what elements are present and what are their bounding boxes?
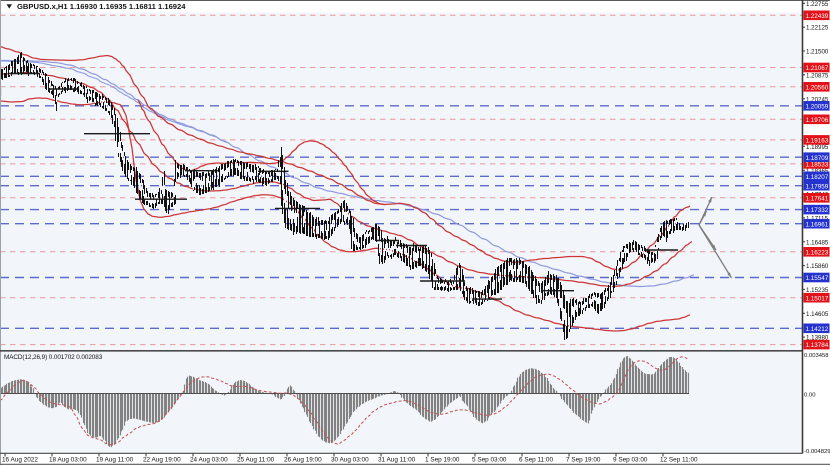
svg-text:1.18709: 1.18709	[806, 155, 829, 162]
svg-text:1.15547: 1.15547	[806, 275, 829, 282]
svg-text:1.15017: 1.15017	[806, 295, 829, 302]
svg-text:1.22755: 1.22755	[806, 1, 829, 8]
svg-text:-0.004829: -0.004829	[804, 449, 830, 455]
svg-text:1.13980: 1.13980	[806, 335, 829, 342]
svg-text:1.19706: 1.19706	[806, 117, 829, 124]
svg-text:1.18533: 1.18533	[806, 162, 829, 169]
svg-text:1.17641: 1.17641	[806, 195, 829, 202]
svg-text:26 Aug 19:00: 26 Aug 19:00	[284, 457, 322, 464]
svg-text:1.19163: 1.19163	[806, 138, 829, 145]
svg-text:1.16961: 1.16961	[806, 221, 829, 228]
svg-text:1.22439: 1.22439	[806, 13, 829, 20]
svg-text:1.13784: 1.13784	[806, 342, 829, 349]
svg-text:1.15860: 1.15860	[806, 263, 829, 270]
svg-text:1.20245: 1.20245	[806, 96, 829, 103]
svg-text:1 Sep 19:00: 1 Sep 19:00	[425, 457, 460, 464]
svg-text:1.16223: 1.16223	[806, 249, 829, 256]
svg-text:0.00: 0.00	[804, 392, 816, 398]
svg-text:12 Sep 11:00: 12 Sep 11:00	[660, 457, 698, 464]
svg-text:1.15235: 1.15235	[806, 287, 829, 294]
svg-text:16 Aug 2022: 16 Aug 2022	[2, 457, 38, 464]
svg-text:9 Sep 03:00: 9 Sep 03:00	[613, 457, 648, 464]
svg-text:22 Aug 19:00: 22 Aug 19:00	[143, 457, 181, 464]
svg-text:1.17959: 1.17959	[806, 183, 829, 190]
svg-text:24 Aug 03:00: 24 Aug 03:00	[190, 457, 228, 464]
svg-text:1.14212: 1.14212	[806, 326, 829, 333]
svg-text:0.003458: 0.003458	[804, 353, 829, 359]
svg-text:1.14605: 1.14605	[806, 311, 829, 318]
svg-text:30 Aug 03:00: 30 Aug 03:00	[331, 457, 369, 464]
svg-text:1.21067: 1.21067	[806, 65, 829, 72]
svg-text:MACD(12,26,9) 0.001702 0.00208: MACD(12,26,9) 0.001702 0.002083	[4, 354, 103, 361]
svg-text:18 Aug 03:00: 18 Aug 03:00	[49, 457, 87, 464]
svg-text:1.17115: 1.17115	[806, 215, 828, 222]
svg-text:1.18207: 1.18207	[806, 174, 829, 181]
svg-text:1.20059: 1.20059	[806, 103, 829, 110]
svg-text:1.20560: 1.20560	[806, 84, 829, 91]
svg-text:1.22125: 1.22125	[806, 25, 829, 32]
svg-text:1.21500: 1.21500	[806, 49, 829, 56]
svg-text:1.18995: 1.18995	[806, 144, 829, 151]
svg-text:31 Aug 11:00: 31 Aug 11:00	[378, 457, 416, 464]
svg-text:5 Sep 03:00: 5 Sep 03:00	[472, 457, 507, 464]
svg-text:1.20875: 1.20875	[806, 72, 829, 79]
svg-text:1.18365: 1.18365	[806, 168, 829, 175]
svg-text:1.17332: 1.17332	[806, 207, 829, 214]
svg-text:6 Sep 11:00: 6 Sep 11:00	[519, 457, 553, 464]
svg-text:19 Aug 11:00: 19 Aug 11:00	[96, 457, 134, 464]
svg-text:25 Aug 11:00: 25 Aug 11:00	[237, 457, 275, 464]
svg-text:GBPUSD.x,H1 1.16930 1.16935 1: GBPUSD.x,H1 1.16930 1.16935 1.16811 1.16…	[17, 2, 186, 11]
svg-text:1.16485: 1.16485	[806, 239, 829, 246]
svg-text:7 Sep 19:00: 7 Sep 19:00	[566, 457, 601, 464]
